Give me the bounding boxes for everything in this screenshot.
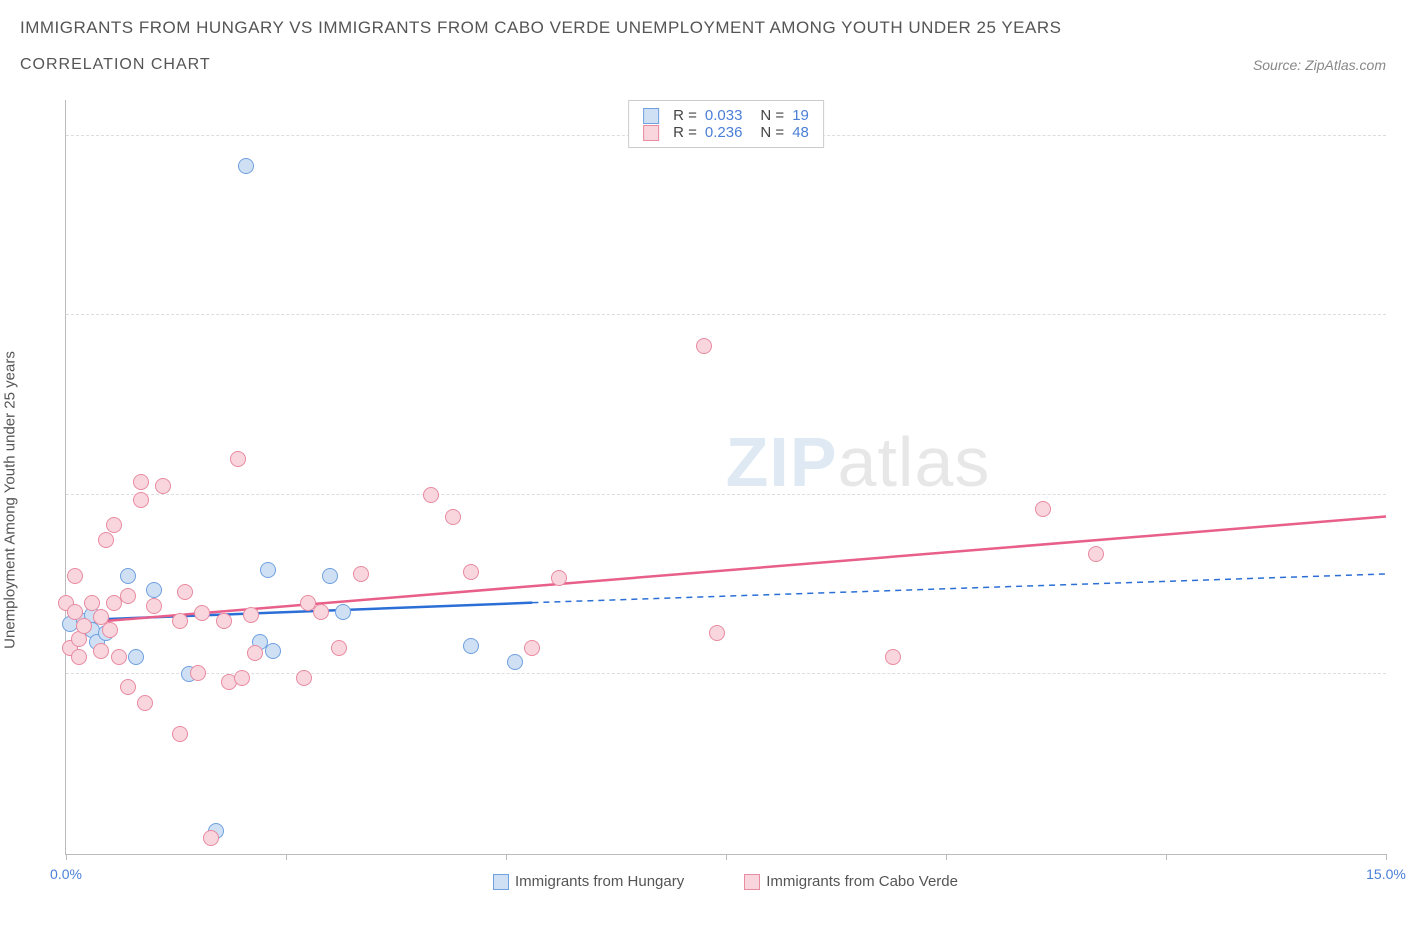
data-point (133, 474, 149, 490)
y-tick-label: 20.0% (1391, 471, 1406, 487)
data-point (238, 158, 254, 174)
x-tick (726, 854, 727, 860)
chart-subtitle: CORRELATION CHART (20, 56, 211, 74)
x-tick (1166, 854, 1167, 860)
plot-area: ZIPatlas R = 0.033N = 19R = 0.236N = 48 … (65, 100, 1386, 855)
data-point (445, 509, 461, 525)
data-point (194, 605, 210, 621)
watermark: ZIPatlas (726, 422, 991, 502)
y-axis-label: Unemployment Among Youth under 25 years (2, 351, 19, 649)
data-point (67, 604, 83, 620)
data-point (190, 665, 206, 681)
data-point (67, 568, 83, 584)
trend-lines (66, 100, 1386, 854)
data-point (106, 517, 122, 533)
data-point (120, 679, 136, 695)
data-point (146, 598, 162, 614)
data-point (331, 640, 347, 656)
data-point (463, 638, 479, 654)
data-point (76, 618, 92, 634)
stats-row: R = 0.236N = 48 (643, 124, 809, 141)
data-point (137, 695, 153, 711)
x-tick (286, 854, 287, 860)
data-point (524, 640, 540, 656)
x-tick (946, 854, 947, 860)
x-tick (506, 854, 507, 860)
legend-item: Immigrants from Hungary (493, 873, 684, 890)
data-point (296, 670, 312, 686)
legend-item: Immigrants from Cabo Verde (744, 873, 958, 890)
data-point (234, 670, 250, 686)
data-point (507, 654, 523, 670)
x-tick (66, 854, 67, 860)
stats-legend: R = 0.033N = 19R = 0.236N = 48 (628, 100, 824, 148)
stats-row: R = 0.033N = 19 (643, 107, 809, 124)
data-point (243, 607, 259, 623)
data-point (230, 451, 246, 467)
data-point (1088, 546, 1104, 562)
data-point (247, 645, 263, 661)
data-point (551, 570, 567, 586)
data-point (423, 487, 439, 503)
data-point (265, 643, 281, 659)
data-point (128, 649, 144, 665)
data-point (155, 478, 171, 494)
y-tick-label: 40.0% (1391, 112, 1406, 128)
x-tick (1386, 854, 1387, 860)
data-point (84, 595, 100, 611)
data-point (709, 625, 725, 641)
data-point (1035, 501, 1051, 517)
data-point (172, 726, 188, 742)
data-point (146, 582, 162, 598)
data-point (885, 649, 901, 665)
data-point (353, 566, 369, 582)
y-tick-label: 10.0% (1391, 650, 1406, 666)
data-point (260, 562, 276, 578)
gridline (66, 673, 1386, 674)
data-point (172, 613, 188, 629)
data-point (696, 338, 712, 354)
data-point (71, 649, 87, 665)
data-point (98, 532, 114, 548)
data-point (216, 613, 232, 629)
data-point (463, 564, 479, 580)
data-point (120, 568, 136, 584)
data-point (133, 492, 149, 508)
data-point (322, 568, 338, 584)
data-point (203, 830, 219, 846)
source-label: Source: ZipAtlas.com (1253, 57, 1386, 73)
chart-title: IMMIGRANTS FROM HUNGARY VS IMMIGRANTS FR… (20, 18, 1386, 38)
gridline (66, 314, 1386, 315)
data-point (335, 604, 351, 620)
data-point (102, 622, 118, 638)
data-point (120, 588, 136, 604)
y-tick-label: 30.0% (1391, 291, 1406, 307)
data-point (313, 604, 329, 620)
data-point (93, 643, 109, 659)
data-point (177, 584, 193, 600)
x-axis-legend: Immigrants from Hungary Immigrants from C… (65, 873, 1386, 890)
data-point (111, 649, 127, 665)
chart-area: Unemployment Among Youth under 25 years … (20, 100, 1386, 900)
gridline (66, 494, 1386, 495)
